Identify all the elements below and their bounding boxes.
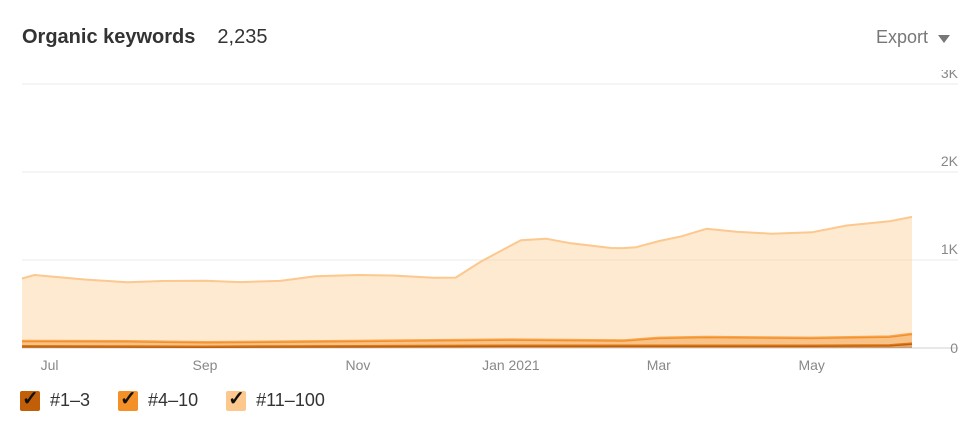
chart-title: Organic keywords — [22, 26, 196, 48]
x-tick-label: Mar — [647, 357, 671, 373]
checkbox-top3[interactable]: ✓ — [20, 387, 40, 411]
check-icon: ✓ — [22, 387, 39, 410]
x-tick-label: Nov — [345, 357, 370, 373]
legend-label-11-100: #11–100 — [256, 390, 325, 410]
y-tick-label: 1K — [941, 241, 959, 257]
x-tick-label: Jan 2021 — [482, 357, 540, 373]
caret-down-icon — [938, 34, 950, 43]
export-button[interactable]: Export — [876, 27, 950, 48]
x-tick-label: May — [798, 357, 824, 373]
chart-header: Organic keywords 2,235 — [22, 26, 267, 54]
keyword-count: 2,235 — [217, 26, 268, 48]
check-icon: ✓ — [120, 387, 137, 410]
legend-item-4-10[interactable]: ✓ #4–10 — [118, 387, 199, 411]
y-tick-label: 2K — [941, 153, 959, 169]
line-series-2 — [21, 215, 913, 284]
legend-label-4-10: #4–10 — [148, 390, 199, 410]
legend-item-top3[interactable]: ✓ #1–3 — [20, 387, 91, 411]
y-tick-label: 3K — [941, 70, 959, 81]
organic-keywords-chart: 0 1K 2K 3K Jul Sep Nov Jan 2021 Mar May — [21, 70, 959, 373]
checkbox-4-10[interactable]: ✓ — [118, 387, 139, 411]
area-layer — [21, 215, 913, 348]
axis-layer: 0 1K 2K 3K Jul Sep Nov Jan 2021 Mar May — [41, 70, 959, 373]
export-label: Export — [875, 27, 928, 47]
y-tick-label: 0 — [950, 340, 958, 356]
x-tick-label: Jul — [41, 357, 59, 373]
checkbox-11-100[interactable]: ✓ — [226, 387, 247, 411]
area-series-2 — [22, 216, 912, 343]
legend-item-11-100[interactable]: ✓ #11–100 — [226, 387, 325, 411]
x-tick-label: Sep — [193, 357, 218, 373]
check-icon: ✓ — [228, 387, 245, 410]
chart-legend: ✓ #1–3 ✓ #4–10 ✓ #11–100 — [20, 387, 353, 411]
line-series-1 — [21, 332, 913, 344]
legend-label-top3: #1–3 — [50, 390, 91, 410]
